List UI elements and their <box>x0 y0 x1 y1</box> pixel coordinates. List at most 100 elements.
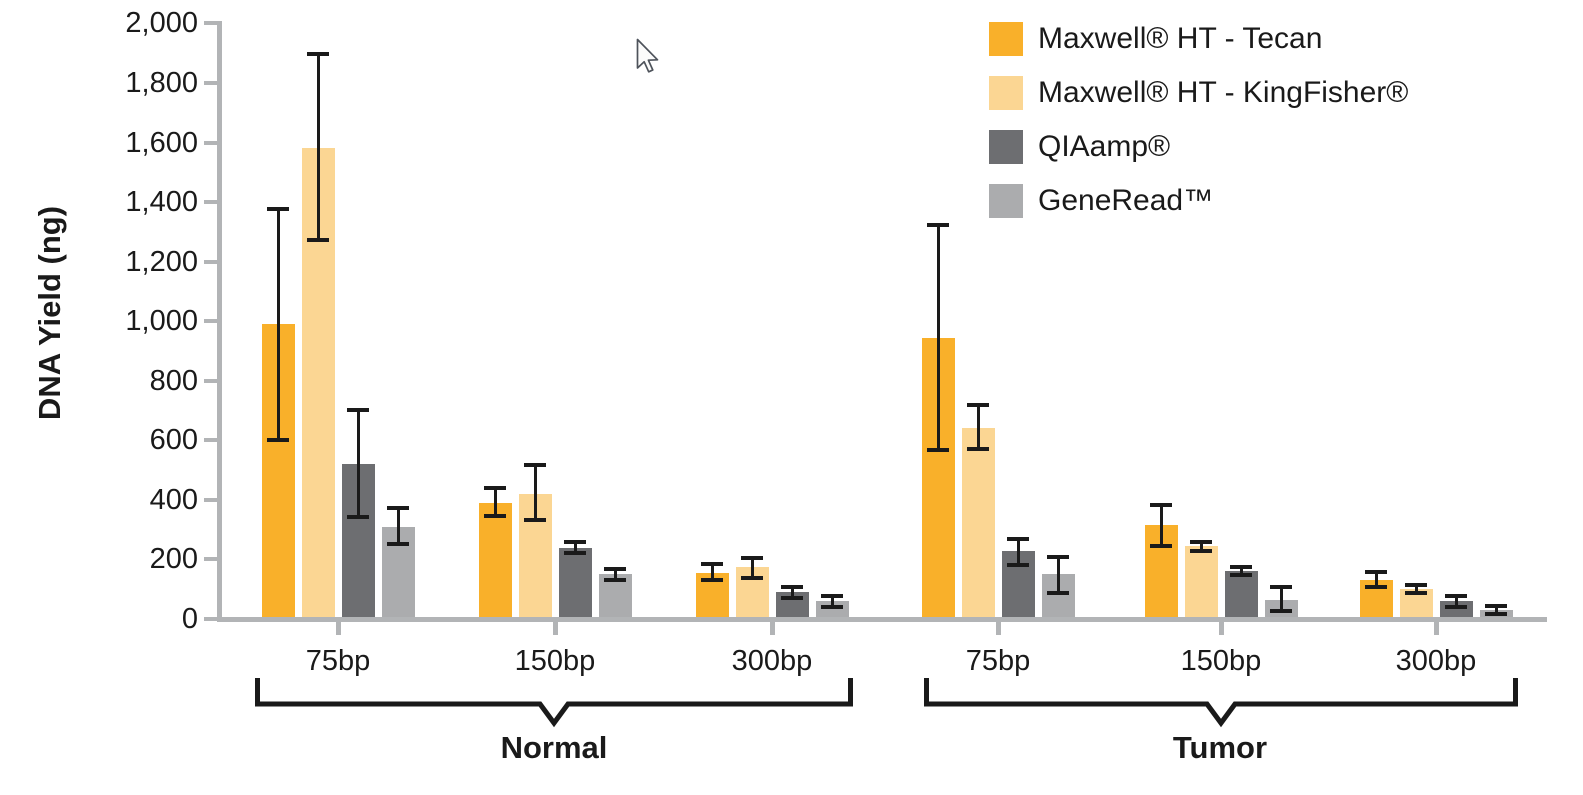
error-bar <box>790 586 794 599</box>
error-bar-cap-top <box>1150 502 1172 507</box>
error-bar <box>396 507 400 545</box>
error-bar <box>1159 504 1163 547</box>
y-axis-tick <box>204 319 218 324</box>
error-bar-cap-top <box>701 562 723 567</box>
y-axis-tick-label: 2,000 <box>125 7 198 40</box>
mouse-cursor-icon <box>636 38 659 73</box>
bar-normal-150bp-series0 <box>478 502 512 619</box>
category-label: 150bp <box>1180 645 1262 677</box>
legend-label-generead: GeneRead™ <box>1038 184 1214 217</box>
error-bar-cap-bottom <box>267 437 289 442</box>
y-axis-tick-label: 800 <box>149 364 198 397</box>
error-bar-cap-bottom <box>927 448 949 453</box>
y-axis-tick <box>204 438 218 443</box>
bar-normal-150bp-series2 <box>558 547 592 619</box>
error-bar-cap-bottom <box>1190 549 1212 554</box>
error-bar-cap-top <box>1270 584 1292 589</box>
error-bar-cap-bottom <box>821 604 843 609</box>
error-bar-cap-bottom <box>1230 573 1252 578</box>
error-bar <box>1056 556 1060 594</box>
legend-label-kingfisher: Maxwell® HT - KingFisher® <box>1038 76 1409 109</box>
x-axis-group-tick <box>336 622 341 635</box>
error-bar-cap-top <box>927 222 949 227</box>
y-axis-tick <box>204 617 218 621</box>
error-bar-cap-bottom <box>307 238 329 243</box>
error-bar-cap-top <box>484 486 506 491</box>
section-label-normal: Normal <box>500 730 608 765</box>
x-axis-group-tick <box>770 622 775 635</box>
error-bar <box>316 53 320 241</box>
error-bar-cap-top <box>307 51 329 56</box>
y-axis-tick <box>204 21 218 26</box>
error-bar-cap-bottom <box>524 518 546 523</box>
y-axis-tick-label: 1,200 <box>125 245 198 278</box>
bar-tumor-150bp-series1 <box>1184 546 1218 619</box>
error-bar <box>1374 571 1378 588</box>
legend-item: Maxwell® HT - KingFisher® <box>989 76 1408 110</box>
error-bar <box>1199 541 1203 552</box>
error-bar-cap-top <box>1190 540 1212 545</box>
y-axis-tick <box>204 378 218 383</box>
error-bar-cap-top <box>1405 583 1427 588</box>
y-axis-tick-label: 1,400 <box>125 186 198 219</box>
error-bar-cap-bottom <box>604 577 626 582</box>
error-bar-cap-top <box>1047 554 1069 559</box>
y-axis-tick <box>204 259 218 264</box>
error-bar-cap-top <box>1230 565 1252 570</box>
x-axis-group-tick <box>1219 622 1224 635</box>
error-bar-cap-bottom <box>1007 562 1029 567</box>
error-bar-cap-bottom <box>564 550 586 555</box>
y-axis-line <box>217 21 222 622</box>
y-axis-tick <box>204 80 218 85</box>
y-axis-tick <box>204 497 218 502</box>
legend: Maxwell® HT - Tecan Maxwell® HT - KingFi… <box>989 22 1408 238</box>
error-bar-cap-bottom <box>484 513 506 518</box>
error-bar-cap-bottom <box>387 542 409 547</box>
error-bar-cap-top <box>781 584 803 589</box>
error-bar-cap-top <box>1365 569 1387 574</box>
x-axis-line <box>217 617 1547 622</box>
category-label: 150bp <box>514 645 596 677</box>
error-bar <box>276 208 280 441</box>
error-bar-cap-bottom <box>1445 604 1467 609</box>
x-axis-group-tick <box>553 622 558 635</box>
error-bar-cap-bottom <box>347 515 369 520</box>
y-axis-tick-label: 200 <box>149 543 198 576</box>
error-bar-cap-top <box>1007 537 1029 542</box>
legend-item: GeneRead™ <box>989 184 1408 218</box>
bar-tumor-150bp-series2 <box>1224 571 1258 619</box>
section-label-tumor: Tumor <box>1172 730 1268 765</box>
error-bar-cap-bottom <box>1365 585 1387 590</box>
error-bar <box>1016 538 1020 566</box>
error-bar-cap-bottom <box>967 446 989 451</box>
error-bar <box>356 409 360 518</box>
y-axis-title: DNA Yield (ng) <box>32 205 67 421</box>
legend-swatch-kingfisher <box>989 76 1023 110</box>
legend-swatch-generead <box>989 184 1023 218</box>
legend-swatch-qiaamp <box>989 130 1023 164</box>
error-bar-cap-top <box>387 505 409 510</box>
x-axis-group-tick <box>996 622 1001 635</box>
y-axis-tick <box>204 557 218 562</box>
error-bar <box>710 563 714 581</box>
y-axis-tick-label: 600 <box>149 424 198 457</box>
error-bar-cap-top <box>564 540 586 545</box>
y-axis-tick-label: 1,000 <box>125 305 198 338</box>
normal-section-bracket <box>255 678 853 728</box>
error-bar-cap-top <box>1445 593 1467 598</box>
y-axis-tick <box>204 200 218 205</box>
error-bar <box>830 595 834 608</box>
error-bar-cap-top <box>524 462 546 467</box>
error-bar-cap-bottom <box>1405 591 1427 596</box>
error-bar <box>573 541 577 554</box>
error-bar-cap-top <box>347 407 369 412</box>
y-axis-tick <box>204 140 218 145</box>
legend-label-tecan: Maxwell® HT - Tecan <box>1038 22 1323 55</box>
error-bar-cap-bottom <box>701 577 723 582</box>
error-bar <box>750 557 754 579</box>
bar-tumor-75bp-series1 <box>961 428 995 619</box>
y-axis-tick-label: 400 <box>149 483 198 516</box>
error-bar <box>1454 595 1458 608</box>
error-bar <box>533 464 537 521</box>
